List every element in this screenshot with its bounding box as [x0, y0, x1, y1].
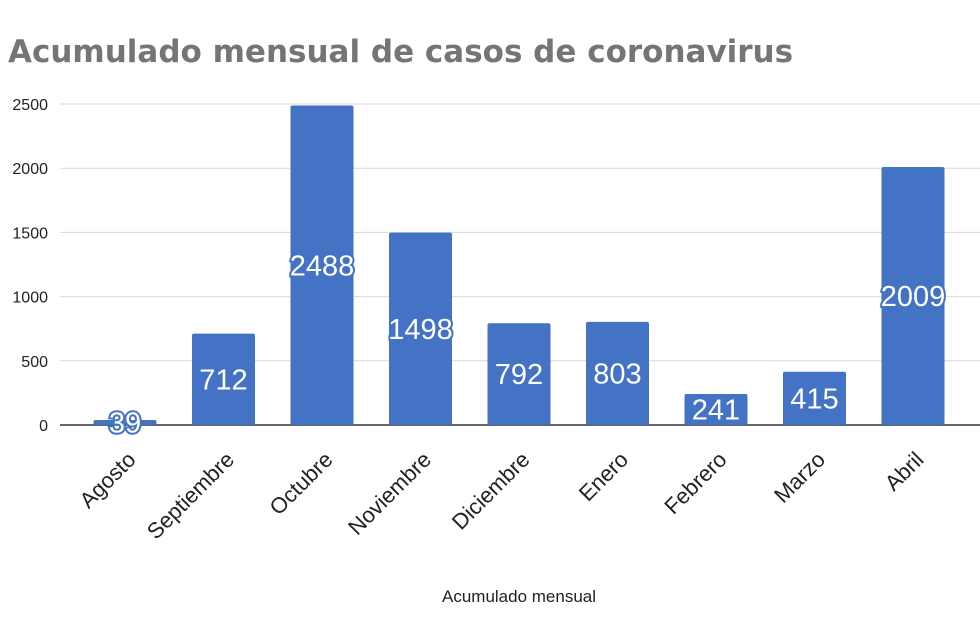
- bar: [586, 321, 649, 425]
- bar: [783, 371, 846, 425]
- data-label: 415: [790, 383, 838, 415]
- y-tick-label: 2000: [12, 161, 48, 178]
- data-label: 241: [692, 395, 740, 427]
- x-tick-label: Agosto: [74, 447, 140, 513]
- x-tick-label: Septiembre: [142, 447, 239, 544]
- bar: [93, 419, 157, 425]
- x-tick-label: Enero: [574, 447, 633, 506]
- data-label: 1498: [388, 314, 453, 346]
- y-tick-label: 500: [21, 354, 48, 371]
- bar: [192, 333, 255, 425]
- y-tick-label: 1000: [12, 290, 48, 307]
- x-tick-label: Diciembre: [447, 447, 535, 535]
- chart-title: Acumulado mensual de casos de coronaviru…: [8, 34, 793, 70]
- bar: [881, 167, 945, 425]
- y-tick-label: 2500: [12, 97, 48, 114]
- x-axis-title: Acumulado mensual: [442, 587, 596, 606]
- x-tick-label: Noviembre: [343, 447, 436, 540]
- bar: [487, 323, 551, 425]
- data-label: 2488: [290, 250, 355, 282]
- bar: [684, 394, 748, 425]
- x-tick-label: Abril: [880, 447, 929, 496]
- data-label: 803: [593, 358, 641, 390]
- x-tick-label: Octubre: [265, 447, 338, 520]
- bar: [290, 105, 354, 425]
- data-label: 712: [199, 364, 247, 396]
- data-label: 39: [109, 407, 141, 439]
- y-tick-label: 0: [39, 418, 48, 435]
- y-tick-label: 1500: [12, 225, 48, 242]
- data-label: 792: [495, 359, 543, 391]
- data-label: 2009: [881, 281, 946, 313]
- x-tick-label: Febrero: [659, 447, 731, 519]
- x-tick-label: Marzo: [769, 447, 830, 508]
- bar: [389, 232, 452, 425]
